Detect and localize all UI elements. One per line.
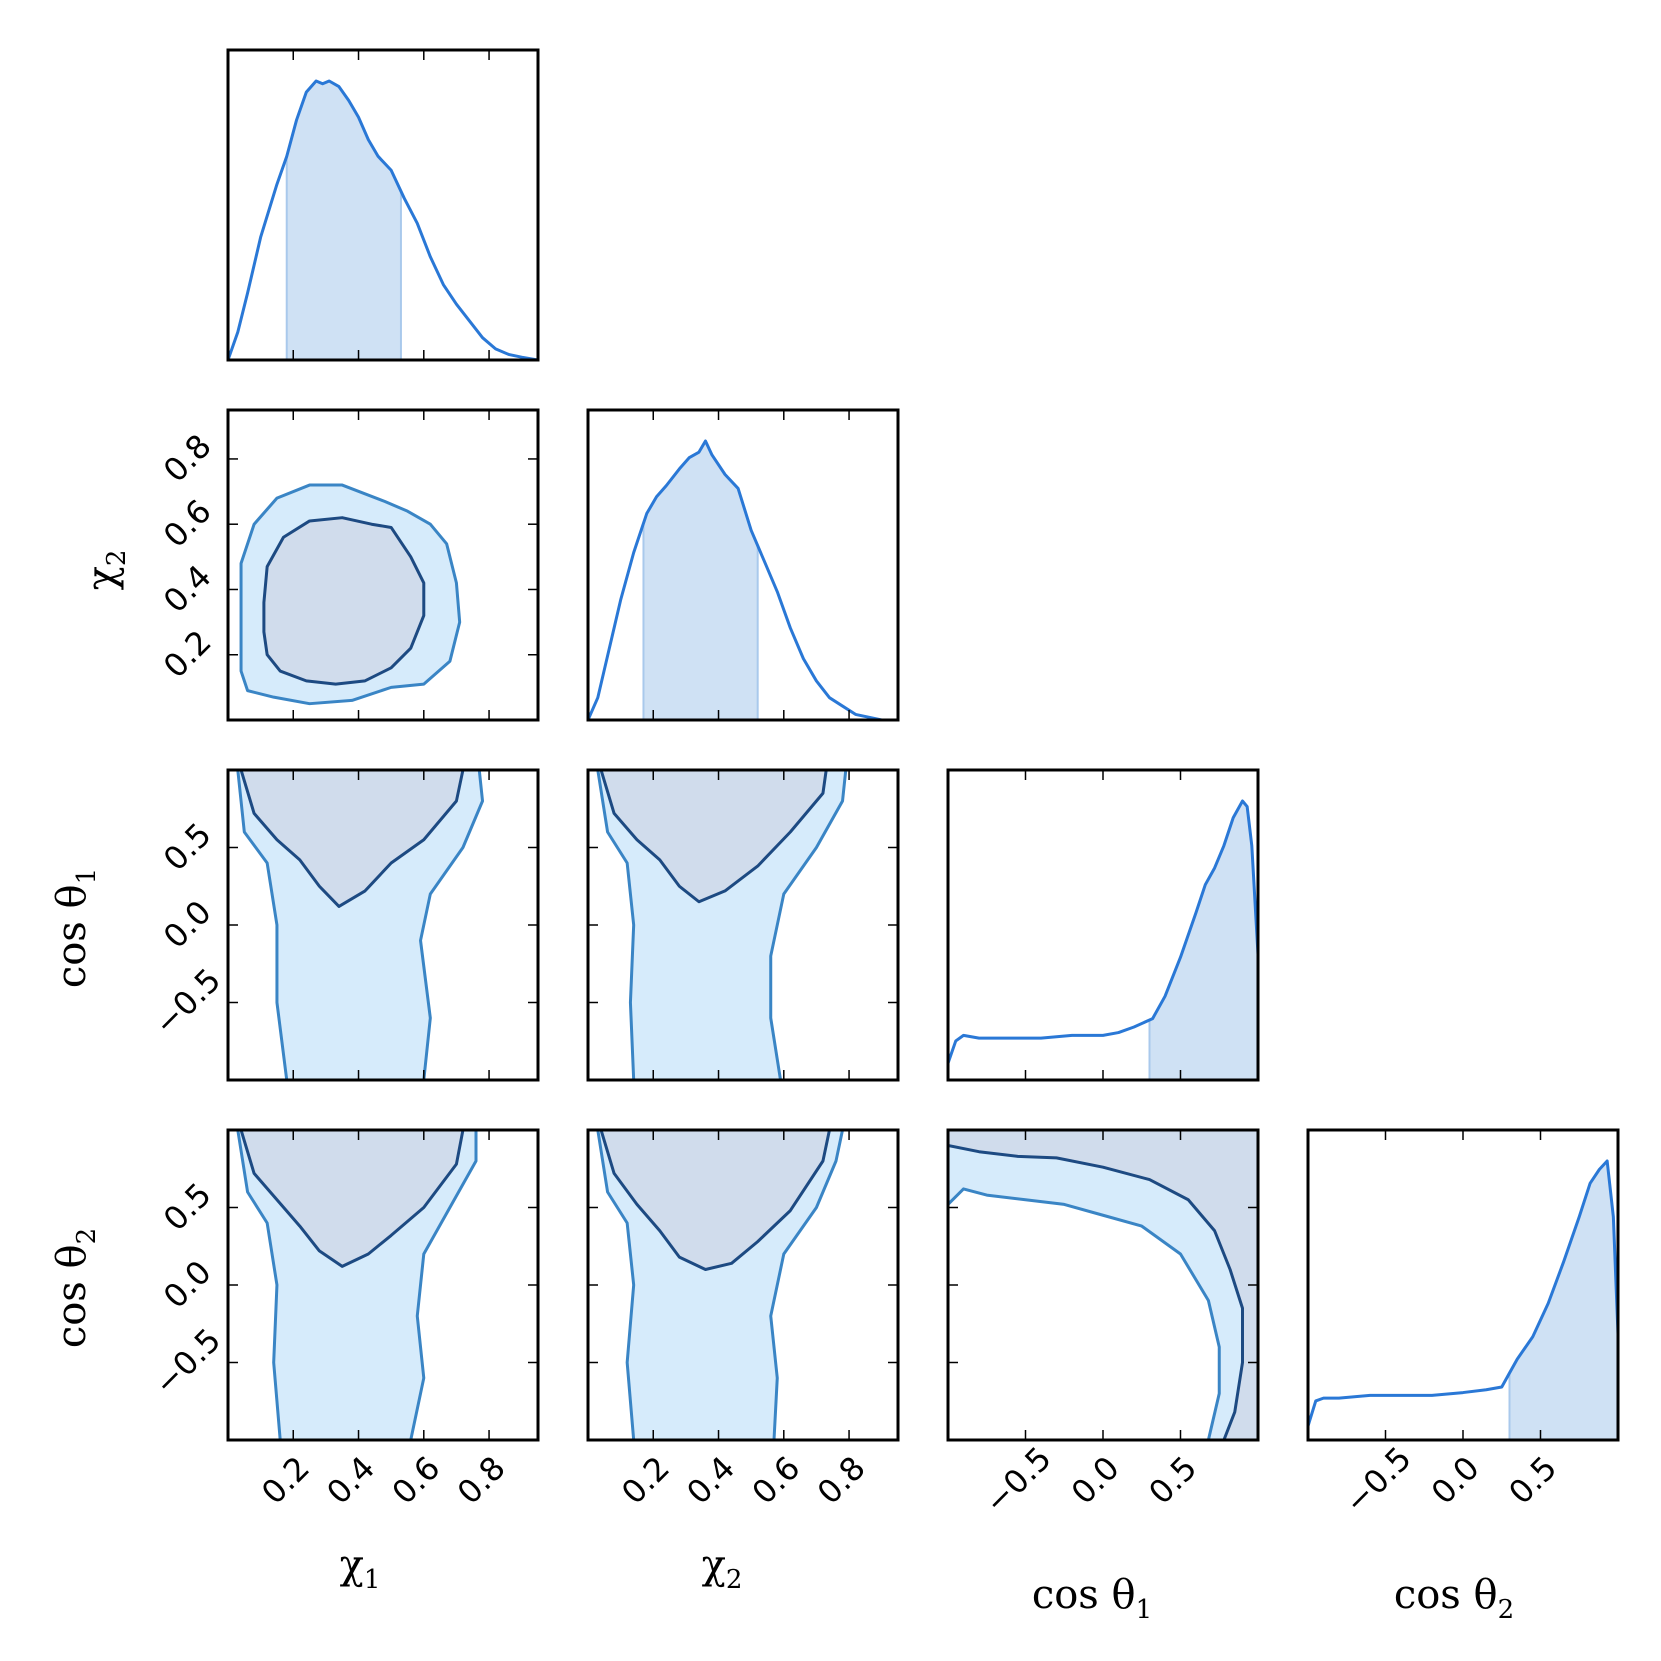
credible-band-cost1 <box>1149 801 1258 1080</box>
joint-panel-chi2-cost1 <box>586 768 900 1082</box>
contour-inner <box>599 1130 831 1271</box>
density-curve-cost1 <box>948 799 1258 1064</box>
panel-frame <box>226 48 540 362</box>
y-tick-label: 0.0 <box>156 893 219 956</box>
x-tick-label: −0.5 <box>1337 1439 1419 1521</box>
joint-panel-chi1-cost1: −0.50.0 0.5 <box>146 768 540 1082</box>
marginal-panel-chi1 <box>226 48 540 362</box>
x-tick-label: 0.0 <box>1064 1449 1127 1512</box>
panel-frame <box>226 408 540 722</box>
y-tick-label: 0.5 <box>156 1175 219 1238</box>
x-tick-label: 0.0 <box>1424 1449 1487 1512</box>
panel-frame <box>586 408 900 722</box>
contour-inner <box>599 770 828 904</box>
panels-layer: −0.5 0.0 0.50.20.40.60.8−0.50.00.50.2 0.4 0.… <box>146 48 1620 1521</box>
y-tick-label: 0.2 <box>156 623 219 686</box>
labels-layer: χ1 χ2 cos θ1 cos θ2 χ2 cos θ1 cos θ2 <box>49 550 1514 1625</box>
joint-panel-chi1-cost2: 0.2 0.4 0.6 0.8 −0.50.0 0.5 <box>146 1128 540 1512</box>
y-tick-label: −0.5 <box>146 961 228 1043</box>
x-tick-label: 0.2 <box>614 1449 677 1512</box>
y-tick-label: 0.4 <box>156 557 219 620</box>
x-tick-label: 0.8 <box>810 1449 873 1512</box>
joint-panel-chi1-chi2: 0.20.40.60.8 <box>156 408 540 722</box>
contour-inner <box>239 770 465 908</box>
x-axis-label-cost1: cos θ1 <box>1032 1572 1152 1625</box>
x-tick-label: 0.4 <box>319 1449 382 1512</box>
x-tick-label: 0.2 <box>254 1449 317 1512</box>
density-curve-cost2 <box>1308 1159 1618 1427</box>
y-tick-label: 0.5 <box>156 815 219 878</box>
contour-inner <box>239 1130 465 1268</box>
x-axis-label-chi2: χ2 <box>702 1542 743 1595</box>
x-tick-label: 0.4 <box>679 1449 742 1512</box>
y-tick-label: −0.5 <box>146 1321 228 1403</box>
joint-panel-chi2-cost2: 0.2 0.4 0.6 0.8 <box>586 1128 900 1512</box>
y-tick-label: 0.6 <box>156 492 219 555</box>
x-tick-label: 0.8 <box>450 1449 513 1512</box>
joint-panel-cost1-cost2: −0.5 0.0 0.5 <box>946 1128 1260 1521</box>
credible-band-chi2 <box>643 441 758 720</box>
marginal-panel-cost1 <box>946 768 1260 1082</box>
y-tick-label: 0.8 <box>156 427 219 490</box>
x-tick-label: 0.6 <box>385 1449 448 1512</box>
x-tick-label: −0.5 <box>977 1439 1059 1521</box>
density-curve-chi1 <box>228 79 538 360</box>
x-axis-label-cost2: cos θ2 <box>1394 1572 1514 1625</box>
credible-band-cost2 <box>1509 1161 1618 1440</box>
marginal-panel-cost2: −0.5 0.0 0.5 <box>1306 1128 1620 1521</box>
x-axis-label-chi1: χ1 <box>340 1542 381 1595</box>
x-tick-label: 0.6 <box>745 1449 808 1512</box>
y-axis-label-cost1: cos θ1 <box>49 868 102 988</box>
contour-outer <box>948 1130 1258 1440</box>
density-curve-chi2 <box>588 439 898 720</box>
x-tick-label: 0.5 <box>1501 1449 1564 1512</box>
marginal-panel-chi2 <box>586 408 900 722</box>
y-axis-label-cost2: cos θ2 <box>49 1228 102 1348</box>
credible-band-chi1 <box>286 81 401 360</box>
y-axis-label-chi2: χ2 <box>79 550 132 591</box>
y-tick-label: 0.0 <box>156 1253 219 1316</box>
x-tick-label: 0.5 <box>1141 1449 1204 1512</box>
contour-inner <box>948 1130 1258 1440</box>
contour-inner <box>262 516 426 686</box>
